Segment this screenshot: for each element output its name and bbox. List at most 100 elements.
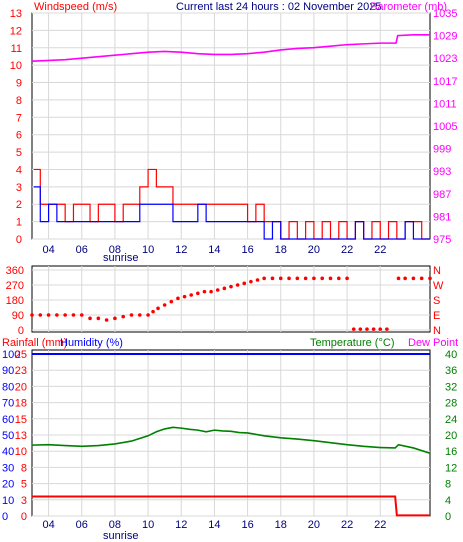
direction-point	[385, 327, 389, 331]
direction-point	[71, 313, 76, 317]
humidity-tick-label: 20	[2, 479, 14, 491]
humidity-tick-label: 30	[2, 462, 14, 474]
hour-tick-label: 10	[142, 519, 154, 531]
wind-barometer-series	[31, 34, 430, 240]
direction-point	[38, 313, 43, 317]
direction-point	[328, 276, 333, 281]
temperature-label: Temperature (°C)	[310, 337, 394, 349]
rain-humidity-temperature-grid	[32, 350, 430, 517]
direction-point	[196, 291, 200, 296]
hour-tick-label: 04	[42, 519, 54, 531]
barometer-tick-label: 1011	[433, 98, 457, 110]
windspeed-tick-label: 13	[10, 8, 22, 20]
barometer-tick-label: 981	[433, 211, 451, 223]
direction-point	[176, 296, 180, 301]
direction-degree-label: 90	[12, 310, 24, 322]
wind-barometer-panel	[31, 12, 431, 240]
hour-tick-label: 10	[142, 244, 154, 256]
wind-direction-panel	[31, 265, 431, 333]
windspeed-tick-label: 2	[16, 199, 22, 211]
direction-point	[146, 313, 150, 317]
temperature-tick-label: 4	[445, 495, 451, 507]
humidity-tick-label: 10	[2, 495, 14, 507]
barometer-tick-label: 1035	[433, 8, 457, 20]
direction-compass-label: N	[433, 325, 441, 337]
direction-point	[46, 313, 51, 317]
hour-tick-label: 06	[76, 244, 88, 256]
humidity-tick-label: 80	[2, 381, 14, 393]
hour-tick-label: 14	[208, 244, 220, 256]
direction-compass-label: W	[433, 280, 444, 292]
rainfall-tick-label: 0	[21, 511, 27, 523]
temperature-tick-label: 32	[445, 381, 457, 393]
direction-point	[137, 313, 142, 317]
rain-humidity-temperature-panel	[31, 349, 431, 517]
direction-point	[242, 281, 247, 286]
barometer-tick-label: 1005	[433, 121, 457, 133]
chart-title: Current last 24 hours : 02 November 2025	[176, 1, 381, 13]
barometer-tick-label: 975	[433, 234, 451, 246]
windspeed-tick-label: 1	[16, 217, 22, 229]
direction-point	[121, 314, 126, 319]
temperature-tick-label: 24	[445, 414, 457, 426]
direction-point	[287, 276, 291, 281]
direction-compass-label: E	[433, 310, 440, 322]
barometer-tick-label: 987	[433, 189, 451, 201]
rainfall-tick-label: 25	[15, 349, 27, 361]
windspeed-tick-label: 4	[16, 164, 22, 176]
humidity-tick-label: 90	[2, 365, 14, 377]
barometer-tick-label: 1023	[433, 53, 457, 65]
direction-point	[151, 309, 155, 314]
rainfall-tick-label: 15	[15, 414, 27, 426]
direction-point	[249, 279, 253, 284]
direction-point	[156, 306, 160, 311]
humidity-tick-label: 0	[2, 511, 8, 523]
barometer-line	[31, 34, 430, 63]
hour-tick-label: 08	[109, 244, 121, 256]
direction-point	[79, 313, 84, 317]
hour-tick-label: 22	[341, 244, 353, 256]
temperature-line	[31, 426, 431, 454]
temperature-tick-label: 36	[445, 365, 457, 377]
dewpoint-label: Dew Point	[408, 337, 458, 349]
humidity-tick-label: 60	[2, 414, 14, 426]
direction-point	[378, 327, 383, 331]
direction-point	[270, 276, 275, 281]
temperature-tick-label: 16	[445, 446, 457, 458]
wind-direction-points	[30, 276, 432, 331]
direction-degree-label: 270	[6, 280, 24, 292]
hour-tick-label: 16	[241, 244, 253, 256]
barometer-tick-label: 1017	[433, 76, 457, 88]
rainfall-tick-label: 18	[15, 398, 27, 410]
direction-point	[129, 313, 134, 317]
direction-point	[169, 299, 174, 304]
rain-humidity-temperature-series	[31, 353, 431, 517]
direction-point	[358, 327, 363, 331]
direction-point	[403, 276, 407, 281]
windspeed-label: Windspeed (m/s)	[34, 1, 117, 13]
direction-point	[345, 276, 349, 281]
wind-direction-y-labels: 360 N 270 W 180 S 90 E 0 N	[6, 265, 444, 337]
direction-point	[104, 318, 109, 322]
direction-point	[30, 313, 34, 317]
hour-tick-label: 12	[175, 519, 187, 531]
hour-tick-label: 14	[208, 519, 220, 531]
temperature-tick-label: 40	[445, 349, 457, 361]
hour-tick-label: 20	[308, 244, 320, 256]
barometer-tick-label: 993	[433, 166, 451, 178]
barometer-label: Barometer (mb)	[370, 1, 447, 13]
wind-average-line	[33, 186, 430, 240]
windspeed-tick-label: 7	[16, 112, 22, 124]
direction-point	[351, 327, 356, 331]
rainfall-tick-label: 13	[15, 430, 27, 442]
sunrise-label-top: sunrise	[103, 252, 138, 264]
direction-point	[229, 284, 233, 289]
direction-point	[189, 293, 193, 297]
hour-tick-label: 18	[275, 244, 287, 256]
direction-degree-label: 0	[18, 325, 24, 337]
sunrise-label-bottom: sunrise	[103, 530, 138, 542]
hour-tick-label: 16	[241, 519, 253, 531]
humidity-tick-label: 50	[2, 430, 14, 442]
